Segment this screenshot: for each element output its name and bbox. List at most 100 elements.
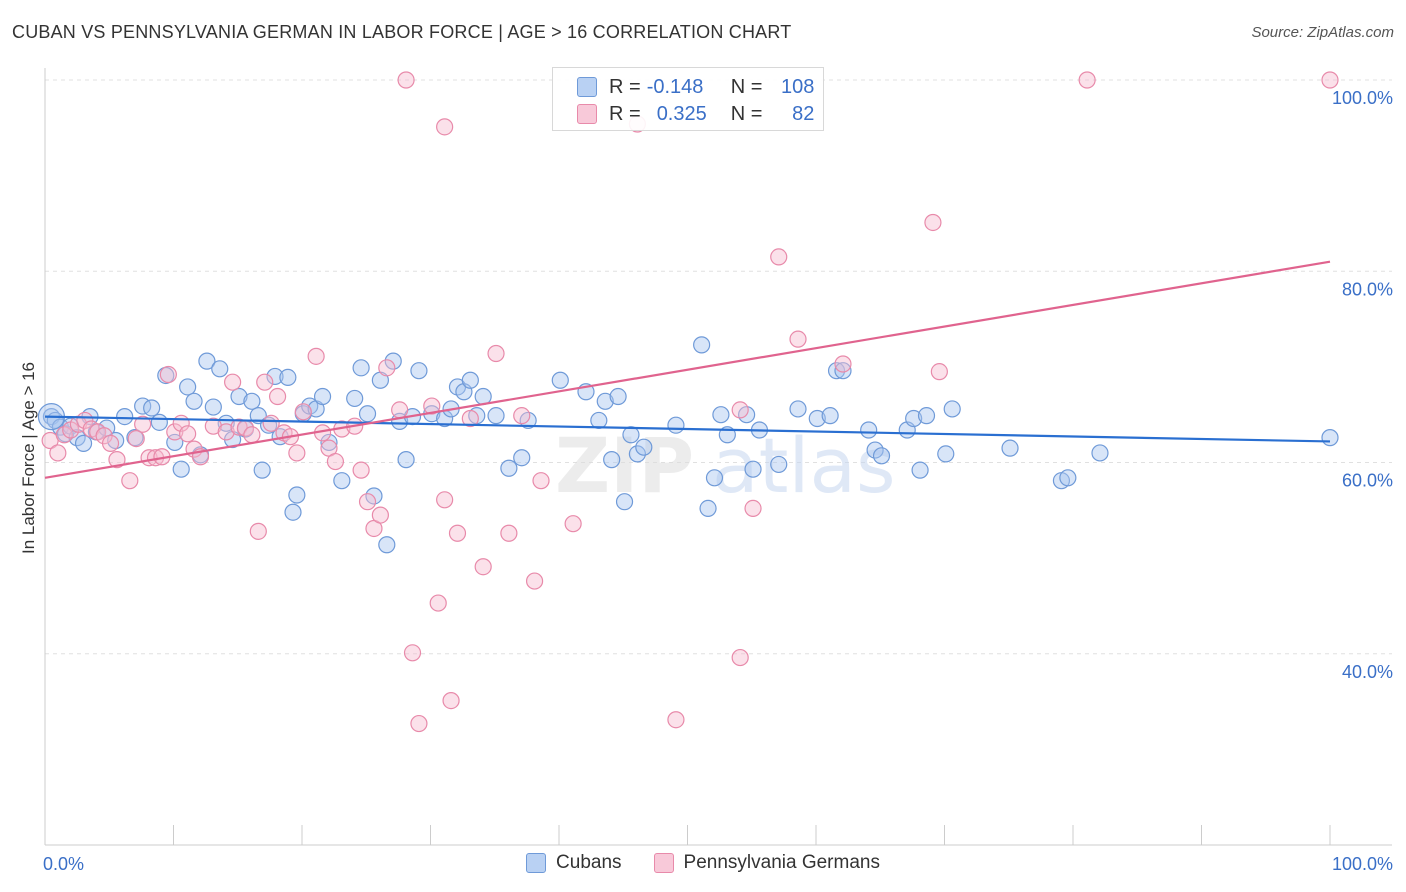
legend-r-label: R =	[609, 75, 641, 98]
legend-r-value: 0.325	[656, 102, 707, 125]
point-cubans	[834, 362, 852, 380]
point-cubans	[500, 459, 518, 477]
point-pennsylvania-germans	[179, 425, 197, 443]
point-pennsylvania-germans	[731, 401, 749, 419]
point-cubans	[1001, 439, 1019, 457]
point-pennsylvania-germans	[1078, 71, 1096, 89]
point-cubans	[150, 413, 168, 431]
point-cubans	[513, 449, 531, 467]
watermark-atlas: atlas	[712, 421, 896, 510]
point-pennsylvania-germans	[101, 434, 120, 452]
point-pennsylvania-germans	[474, 558, 492, 576]
point-cubans	[320, 433, 338, 452]
point-cubans	[461, 371, 479, 389]
point-cubans	[860, 421, 878, 439]
point-cubans	[487, 407, 505, 425]
point-pennsylvania-germans	[159, 365, 177, 384]
point-pennsylvania-germans	[294, 403, 312, 421]
x-tick-label-max: 100.0%	[1332, 854, 1393, 874]
point-cubans	[410, 362, 428, 380]
point-cubans	[628, 445, 646, 463]
point-cubans	[943, 400, 961, 418]
trend-line-pennsylvania-germans	[44, 260, 1331, 479]
point-cubans	[211, 360, 229, 378]
point-pennsylvania-germans	[410, 714, 428, 733]
legend-n-value: 82	[792, 102, 815, 125]
legend-swatch-blue	[577, 77, 597, 97]
point-cubans	[198, 352, 216, 370]
point-pennsylvania-germans	[442, 692, 460, 710]
series-legend: Cubans Pennsylvania Germans	[0, 852, 1406, 874]
point-pennsylvania-germans	[243, 426, 261, 444]
point-cubans	[808, 409, 826, 428]
legend-r-label: R =	[609, 102, 641, 125]
point-cubans	[179, 378, 197, 396]
point-cubans	[596, 392, 614, 410]
point-pennsylvania-germans	[436, 118, 454, 136]
point-pennsylvania-germans	[134, 415, 152, 433]
point-pennsylvania-germans	[249, 522, 267, 540]
point-cubans	[789, 400, 807, 418]
point-cubans	[333, 472, 351, 490]
legend-r-value: -0.148	[646, 75, 704, 98]
point-pennsylvania-germans	[217, 423, 235, 441]
y-tick-label: 100.0%	[1332, 88, 1393, 108]
point-cubans	[712, 406, 730, 424]
point-cubans	[744, 460, 762, 478]
point-pennsylvania-germans	[744, 499, 762, 517]
point-pennsylvania-germans	[667, 711, 685, 729]
legend-n-label: N =	[730, 102, 763, 125]
trend-line-cubans	[44, 415, 1331, 443]
y-tick-label: 80.0%	[1342, 279, 1393, 299]
point-cubans	[384, 352, 402, 370]
point-pennsylvania-germans	[397, 71, 415, 89]
point-pennsylvania-germans	[789, 330, 807, 348]
point-cubans	[1321, 429, 1339, 447]
point-cubans	[397, 451, 415, 469]
point-cubans	[866, 441, 884, 459]
point-pennsylvania-germans	[429, 594, 447, 612]
point-cubans	[253, 461, 271, 479]
point-pennsylvania-germans	[403, 644, 422, 662]
point-pennsylvania-germans	[487, 344, 505, 363]
point-cubans	[905, 409, 923, 428]
point-cubans	[699, 499, 717, 517]
legend-item-pennsylvania-germans[interactable]: Pennsylvania Germans	[653, 852, 880, 874]
point-pennsylvania-germans	[108, 451, 126, 469]
gridlines	[45, 79, 1392, 655]
point-cubans	[770, 455, 788, 474]
point-cubans	[230, 387, 248, 406]
point-cubans	[365, 487, 383, 505]
point-pennsylvania-germans	[371, 506, 389, 524]
point-pennsylvania-germans	[436, 491, 454, 509]
point-pennsylvania-germans	[224, 373, 242, 391]
x-tick-label-min: 0.0%	[43, 854, 84, 874]
point-cubans	[609, 387, 627, 406]
point-pennsylvania-germans	[513, 407, 531, 425]
point-pennsylvania-germans	[326, 452, 345, 471]
point-cubans	[1059, 469, 1077, 487]
point-cubans	[917, 407, 936, 425]
point-cubans	[667, 416, 685, 434]
point-cubans	[358, 405, 377, 423]
point-pennsylvania-germans	[262, 414, 280, 432]
y-tick-label: 40.0%	[1342, 662, 1393, 682]
point-cubans	[603, 451, 621, 469]
point-cubans	[126, 429, 144, 447]
point-pennsylvania-germans	[127, 429, 145, 448]
point-cubans	[172, 460, 190, 478]
point-pennsylvania-germans	[448, 524, 467, 542]
point-pennsylvania-germans	[391, 401, 409, 419]
source-credit: Source: ZipAtlas.com	[1251, 24, 1394, 41]
point-pennsylvania-germans	[930, 363, 948, 381]
point-pennsylvania-germans	[352, 461, 370, 479]
point-cubans	[827, 362, 846, 380]
legend-row-cubans: R = -0.148 N = 108	[577, 74, 814, 100]
tick-labels: 40.0% 60.0% 80.0% 100.0% 0.0% 100.0%	[43, 88, 1393, 874]
point-cubans	[937, 445, 955, 463]
point-pennsylvania-germans	[230, 418, 248, 436]
point-cubans	[266, 367, 284, 386]
legend-item-cubans[interactable]: Cubans	[526, 852, 622, 874]
point-cubans	[204, 398, 222, 416]
